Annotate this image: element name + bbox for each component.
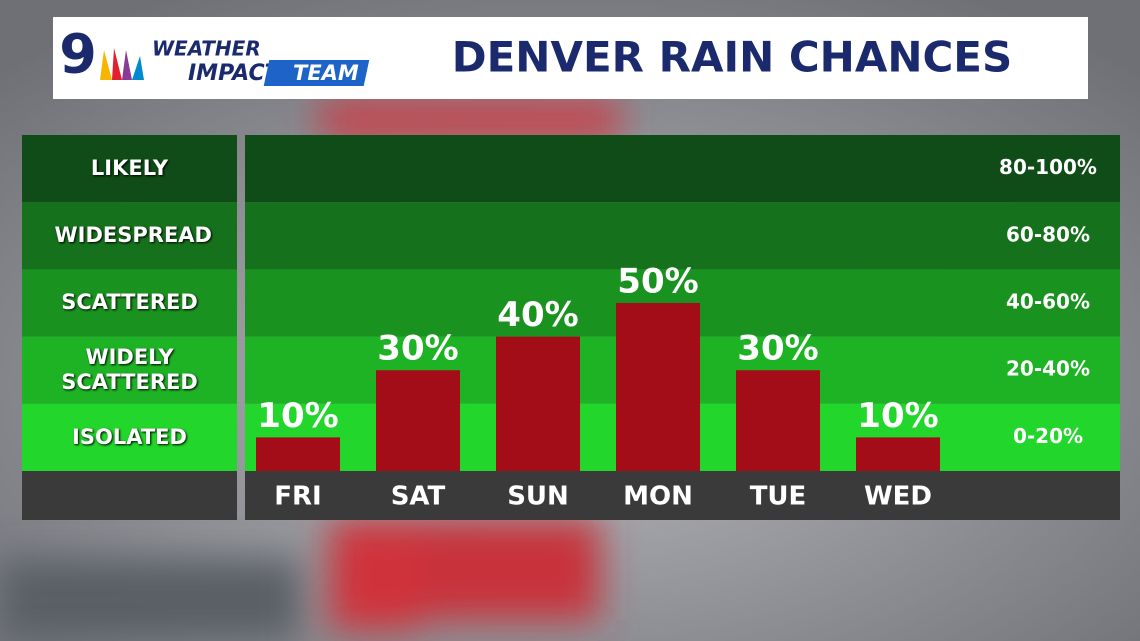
band-name: LIKELY <box>22 135 237 202</box>
bar <box>856 437 940 471</box>
band-left <box>22 202 237 270</box>
band-range: 20-40% <box>1006 357 1090 381</box>
band-name: SCATTERED <box>22 269 237 336</box>
band-name-text: ISOLATED <box>72 424 187 449</box>
value-label: 10% <box>857 396 938 436</box>
value-label: 10% <box>257 396 338 436</box>
bar <box>736 370 820 471</box>
band-range: 40-60% <box>1006 290 1090 314</box>
x-tick-label: SAT <box>391 482 446 512</box>
value-label: 40% <box>497 295 578 335</box>
x-tick-label: SUN <box>507 482 569 512</box>
band-left <box>22 336 237 404</box>
x-tick-label: WED <box>864 482 932 512</box>
chart-title: DENVER RAIN CHANCES <box>452 33 1013 82</box>
value-label: 50% <box>617 262 698 302</box>
logo-line1: WEATHER <box>152 37 261 61</box>
background-blur <box>0 100 620 640</box>
bar <box>616 303 700 471</box>
band-left <box>22 403 237 471</box>
logo-line3: TEAM <box>293 61 359 85</box>
band-name: WIDESPREAD <box>22 202 237 269</box>
band-name-text: LIKELY <box>90 156 169 181</box>
value-label: 30% <box>737 329 818 369</box>
band-name-text: SCATTERED <box>61 290 198 315</box>
band-name: WIDELY SCATTERED <box>22 337 237 404</box>
left-footer <box>22 471 237 520</box>
band-left <box>22 135 237 203</box>
logo-number: 9 <box>59 23 97 86</box>
band-range: 80-100% <box>999 155 1097 179</box>
band-name-text: WIDESPREAD <box>54 223 212 248</box>
band <box>245 202 1120 270</box>
bar <box>256 437 340 471</box>
bar <box>496 336 580 471</box>
logo-badge <box>263 60 370 86</box>
x-tick-label: FRI <box>274 482 321 512</box>
band-range: 60-80% <box>1006 222 1090 246</box>
band-name-text: WIDELY SCATTERED <box>61 345 198 395</box>
band <box>245 135 1120 203</box>
value-label: 30% <box>377 329 458 369</box>
x-tick-label: TUE <box>750 482 807 512</box>
title-bar <box>53 17 1088 99</box>
x-axis-strip <box>245 471 1120 520</box>
band-name: ISOLATED <box>22 404 237 471</box>
bar <box>376 370 460 471</box>
x-tick-label: MON <box>623 482 693 512</box>
band-range: 0-20% <box>1013 424 1083 448</box>
logo-peacock <box>100 48 144 80</box>
band-left <box>22 269 237 337</box>
